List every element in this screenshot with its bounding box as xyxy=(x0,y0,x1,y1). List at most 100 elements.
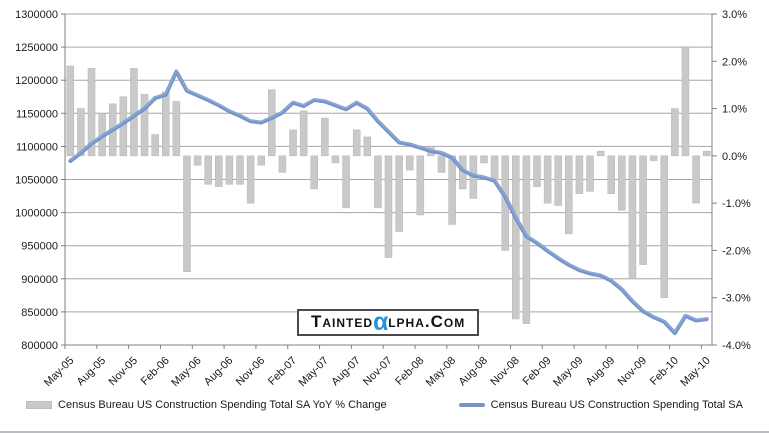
yoy-bar xyxy=(257,155,265,166)
legend-label-yoy: Census Bureau US Construction Spending T… xyxy=(58,399,387,411)
spending-line-highlight xyxy=(69,69,708,333)
yoy-bar xyxy=(692,155,700,204)
x-axis-label: Feb-07 xyxy=(266,355,299,388)
watermark-text-2: lpha.Com xyxy=(388,312,466,331)
yoy-bar xyxy=(480,155,488,164)
yoy-bar xyxy=(565,155,573,235)
yoy-bar xyxy=(596,150,605,157)
yoy-bar xyxy=(490,155,499,180)
yoy-bar xyxy=(66,65,75,157)
yoy-bar xyxy=(289,129,297,157)
yoy-bar xyxy=(395,155,403,232)
yoy-bar xyxy=(437,155,446,173)
yoy-bar xyxy=(352,129,361,157)
yoy-bar xyxy=(278,155,287,173)
left-axis-label: 1100000 xyxy=(16,141,58,153)
yoy-bar xyxy=(702,150,711,157)
chart-plot-area: 1300000 1250000 1200000 1150000 1100000 10500… xyxy=(15,9,751,389)
left-axis-label: 1250000 xyxy=(15,42,58,54)
yoy-bar xyxy=(310,155,319,190)
yoy-bar xyxy=(575,155,584,194)
yoy-bar xyxy=(607,155,615,194)
yoy-bar xyxy=(183,155,191,272)
x-axis-label: May-07 xyxy=(297,355,331,389)
yoy-bar xyxy=(140,94,149,157)
yoy-bar xyxy=(671,108,679,157)
yoy-bar xyxy=(193,155,202,166)
x-axis-label: Nov-05 xyxy=(106,355,140,389)
right-axis-label: 3.0% xyxy=(722,9,747,21)
yoy-bar xyxy=(639,155,647,265)
x-axis-label: Nov-06 xyxy=(234,355,268,389)
yoy-bar xyxy=(151,134,159,157)
bar-swatch-icon xyxy=(26,401,53,409)
left-axis-label: 1200000 xyxy=(15,75,58,87)
x-axis-label: Nov-07 xyxy=(361,355,395,389)
x-axis-label: Aug-07 xyxy=(329,355,363,389)
yoy-bar xyxy=(225,155,234,185)
left-axis-label: 1000000 xyxy=(15,208,58,220)
yoy-bar xyxy=(660,155,669,298)
yoy-bar xyxy=(172,101,181,157)
left-axis-label: 1050000 xyxy=(15,175,58,187)
yoy-bar xyxy=(162,91,170,157)
chart-legend: Census Bureau US Construction Spending T… xyxy=(0,399,769,411)
yoy-bar xyxy=(681,46,690,157)
legend-label-total: Census Bureau US Construction Spending T… xyxy=(490,399,743,411)
left-axis-label: 900000 xyxy=(21,274,58,286)
yoy-bar xyxy=(87,68,96,157)
x-axis-label: Aug-08 xyxy=(457,355,491,389)
yoy-bar xyxy=(448,155,456,225)
x-axis-label: Feb-08 xyxy=(393,355,426,388)
x-axis-label: Aug-05 xyxy=(75,355,109,389)
x-axis-label: Aug-06 xyxy=(202,355,236,389)
left-axis-label: 950000 xyxy=(21,241,58,253)
yoy-bar xyxy=(299,110,308,157)
watermark-taintedalpha: Taintedαlpha.Com xyxy=(297,308,480,336)
left-axis-label: 1300000 xyxy=(15,9,58,21)
yoy-bar xyxy=(405,155,414,171)
x-axis-label: Nov-08 xyxy=(488,355,522,389)
yoy-bar xyxy=(321,117,329,157)
x-axis-label: Feb-06 xyxy=(139,355,172,388)
yoy-bar xyxy=(215,155,223,187)
right-axis-label: -2.0% xyxy=(722,245,751,257)
watermark-text-1: Tainted xyxy=(311,312,374,331)
x-axis-label: May-09 xyxy=(551,355,585,389)
yoy-bar xyxy=(331,155,340,164)
yoy-bar xyxy=(618,155,626,211)
yoy-bar xyxy=(533,155,541,187)
right-axis-label: 2.0% xyxy=(722,56,747,68)
x-axis-label: May-10 xyxy=(678,355,712,389)
yoy-bar xyxy=(204,155,212,185)
x-axis-label: Nov-09 xyxy=(616,355,650,389)
x-axis-label: May-05 xyxy=(42,355,76,389)
line-swatch-icon xyxy=(458,403,485,407)
yoy-bar xyxy=(384,155,393,258)
yoy-bar xyxy=(342,155,350,209)
right-axis-label: 1.0% xyxy=(722,104,747,116)
yoy-bar xyxy=(628,155,637,280)
x-axis-label: Feb-09 xyxy=(521,355,554,388)
x-axis-label: May-06 xyxy=(169,355,203,389)
yoy-bar xyxy=(554,155,562,206)
yoy-bar xyxy=(649,155,658,161)
yoy-bar xyxy=(543,155,552,204)
x-axis-label: Feb-10 xyxy=(648,355,681,388)
right-axis-label: 0.0% xyxy=(722,151,747,163)
yoy-bar xyxy=(268,89,276,157)
left-axis-label: 1150000 xyxy=(16,108,58,120)
legend-item-total-line: Census Bureau US Construction Spending T… xyxy=(458,399,743,411)
yoy-bar xyxy=(236,155,244,185)
alpha-icon: α xyxy=(373,308,389,336)
x-axis-label: Aug-09 xyxy=(584,355,618,389)
yoy-bar xyxy=(512,155,520,320)
legend-item-yoy-bars: Census Bureau US Construction Spending T… xyxy=(26,399,387,411)
x-axis-label: May-08 xyxy=(424,355,458,389)
yoy-bar xyxy=(77,108,85,157)
yoy-bar xyxy=(374,155,382,209)
left-axis-label: 850000 xyxy=(21,307,58,319)
yoy-bar xyxy=(246,155,255,204)
yoy-bar xyxy=(363,136,372,157)
